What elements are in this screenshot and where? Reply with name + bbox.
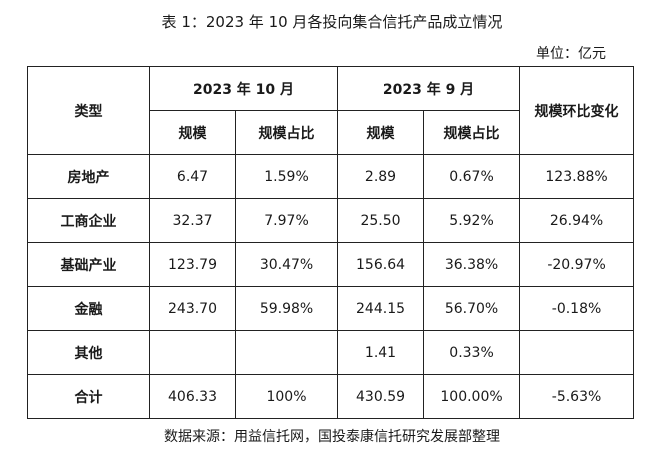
- cell-oct-scale: 406.33: [149, 374, 236, 419]
- cell-sep-share: 0.33%: [423, 330, 521, 375]
- table-title: 表 1：2023 年 10 月各投向集合信托产品成立情况: [161, 13, 503, 31]
- cell-oct-share: 100%: [234, 374, 339, 419]
- row-category: 房地产: [27, 154, 150, 199]
- table-row: 基础产业 123.79 30.47% 156.64 36.38% -20.97%: [27, 242, 635, 287]
- cell-mom-change: 123.88%: [519, 154, 635, 199]
- header-period-oct: 2023 年 10 月: [148, 66, 339, 111]
- cell-mom-change: -5.63%: [519, 374, 635, 419]
- cell-sep-share: 56.70%: [423, 286, 521, 331]
- unit-label: 单位：亿元: [536, 46, 606, 62]
- cell-mom-change: 26.94%: [519, 198, 635, 243]
- cell-oct-share: 30.47%: [234, 242, 339, 287]
- header-sep-share: 规模占比: [423, 110, 521, 155]
- cell-sep-share: 0.67%: [423, 154, 521, 199]
- table-row: 其他 1.41 0.33%: [27, 330, 635, 375]
- header-mom-change: 规模环比变化: [519, 66, 635, 155]
- cell-sep-scale: 430.59: [337, 374, 425, 419]
- header-row-periods: 类型 2023 年 10 月 2023 年 9 月 规模环比变化: [27, 66, 635, 155]
- cell-sep-scale: 1.41: [337, 330, 425, 375]
- header-category: 类型: [27, 66, 150, 155]
- table-row-total: 合计 406.33 100% 430.59 100.00% -5.63%: [27, 374, 635, 419]
- cell-sep-share: 100.00%: [423, 374, 521, 419]
- cell-oct-share: 59.98%: [234, 286, 339, 331]
- cell-mom-change: [519, 330, 635, 375]
- trust-products-table: 类型 2023 年 10 月 2023 年 9 月 规模环比变化 规模 规模占比…: [27, 66, 635, 419]
- table-row: 房地产 6.47 1.59% 2.89 0.67% 123.88%: [27, 154, 635, 199]
- cell-oct-share: [234, 330, 339, 375]
- row-category: 其他: [27, 330, 150, 375]
- row-category: 合计: [27, 374, 150, 419]
- cell-sep-scale: 25.50: [337, 198, 425, 243]
- cell-oct-share: 7.97%: [234, 198, 339, 243]
- cell-sep-share: 36.38%: [423, 242, 521, 287]
- cell-sep-scale: 156.64: [337, 242, 425, 287]
- data-source-note: 数据来源：用益信托网，国投泰康信托研究发展部整理: [164, 429, 500, 445]
- table-row: 工商企业 32.37 7.97% 25.50 5.92% 26.94%: [27, 198, 635, 243]
- cell-oct-scale: 32.37: [149, 198, 236, 243]
- cell-mom-change: -0.18%: [519, 286, 635, 331]
- row-category: 工商企业: [27, 198, 150, 243]
- header-oct-share: 规模占比: [234, 110, 339, 155]
- header-row-metrics: 规模 规模占比 规模 规模占比: [28, 110, 634, 155]
- table-row: 金融 243.70 59.98% 244.15 56.70% -0.18%: [27, 286, 635, 331]
- header-oct-scale: 规模: [149, 110, 236, 155]
- row-category: 基础产业: [27, 242, 150, 287]
- cell-oct-scale: 123.79: [149, 242, 236, 287]
- cell-oct-scale: 6.47: [149, 154, 236, 199]
- cell-oct-share: 1.59%: [234, 154, 339, 199]
- cell-sep-share: 5.92%: [423, 198, 521, 243]
- header-period-sep: 2023 年 9 月: [337, 66, 521, 111]
- cell-oct-scale: 243.70: [149, 286, 236, 331]
- cell-oct-scale: [149, 330, 236, 375]
- row-category: 金融: [27, 286, 150, 331]
- header-sep-scale: 规模: [337, 110, 425, 155]
- cell-mom-change: -20.97%: [519, 242, 635, 287]
- cell-sep-scale: 244.15: [337, 286, 425, 331]
- cell-sep-scale: 2.89: [337, 154, 425, 199]
